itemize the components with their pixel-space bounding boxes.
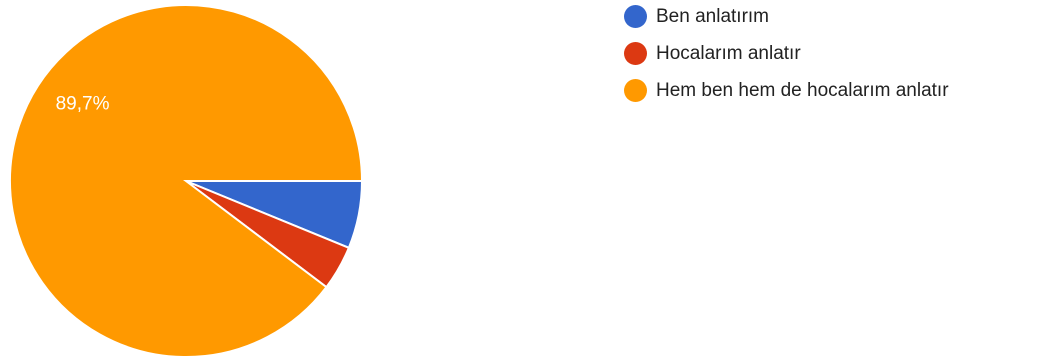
legend-swatch-red [624, 42, 647, 65]
pie-slices [9, 4, 364, 358]
legend: Ben anlatırım Hocalarım anlatır Hem ben … [624, 3, 949, 114]
pie-slice-label: 89,7% [56, 93, 110, 114]
legend-label: Hem ben hem de hocalarım anlatır [656, 79, 949, 101]
legend-item-hem-ben-hem-de-hocalarim-anlatir[interactable]: Hem ben hem de hocalarım anlatır [624, 77, 949, 104]
legend-item-ben-anlatirim[interactable]: Ben anlatırım [624, 3, 949, 30]
pie-slice-labels: 89,7% [56, 93, 110, 114]
legend-item-hocalarim-anlatir[interactable]: Hocalarım anlatır [624, 40, 949, 67]
legend-label: Hocalarım anlatır [656, 42, 801, 64]
pie-slice[interactable] [9, 4, 364, 358]
legend-swatch-orange [624, 79, 647, 102]
legend-label: Ben anlatırım [656, 5, 769, 27]
legend-swatch-blue [624, 5, 647, 28]
